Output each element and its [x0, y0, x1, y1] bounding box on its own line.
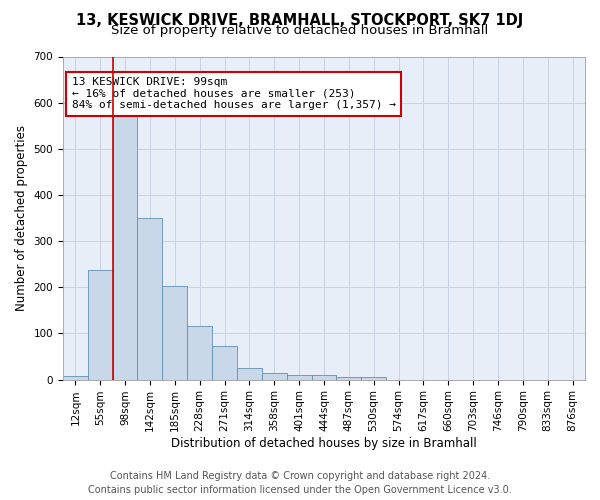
Text: Contains HM Land Registry data © Crown copyright and database right 2024.
Contai: Contains HM Land Registry data © Crown c… [88, 471, 512, 495]
Text: Size of property relative to detached houses in Bramhall: Size of property relative to detached ho… [112, 24, 488, 37]
Bar [311, 375, 337, 380]
Bar [187, 326, 212, 380]
Bar [137, 218, 163, 380]
Bar [88, 270, 113, 380]
Bar [361, 378, 386, 380]
Text: 13 KESWICK DRIVE: 99sqm
← 16% of detached houses are smaller (253)
84% of semi-d: 13 KESWICK DRIVE: 99sqm ← 16% of detache… [71, 78, 395, 110]
Y-axis label: Number of detached properties: Number of detached properties [15, 125, 28, 311]
Text: 13, KESWICK DRIVE, BRAMHALL, STOCKPORT, SK7 1DJ: 13, KESWICK DRIVE, BRAMHALL, STOCKPORT, … [76, 12, 524, 28]
Bar [287, 375, 311, 380]
Bar [262, 372, 287, 380]
Bar [163, 286, 187, 380]
Bar [113, 108, 137, 380]
Bar [337, 377, 361, 380]
Bar [212, 346, 237, 380]
X-axis label: Distribution of detached houses by size in Bramhall: Distribution of detached houses by size … [171, 437, 477, 450]
Bar [237, 368, 262, 380]
Bar [63, 376, 88, 380]
